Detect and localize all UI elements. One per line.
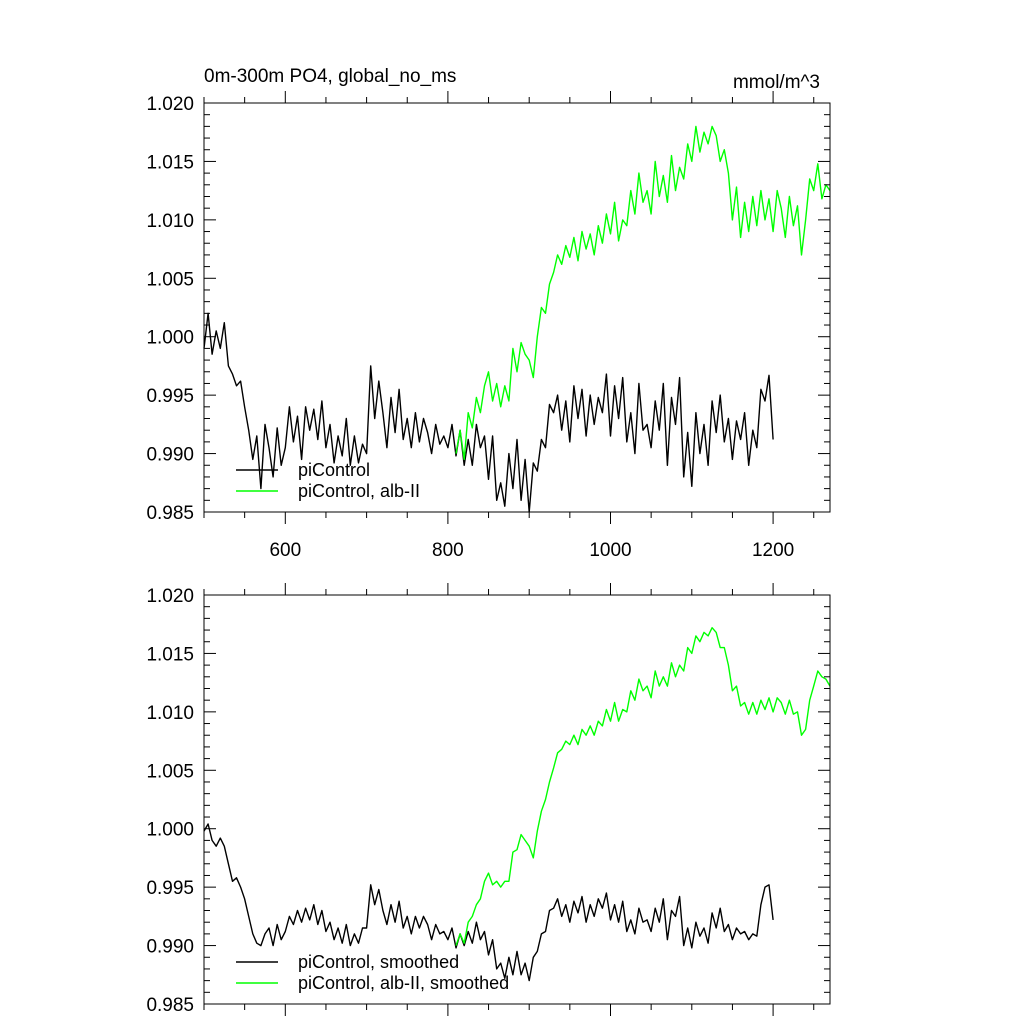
- plot-frame: [203, 102, 831, 513]
- y-tick-label: 1.000: [146, 328, 194, 349]
- y-tick-label: 1.005: [146, 269, 194, 290]
- y-tick-label: 1.010: [146, 211, 194, 232]
- plot-frame: [203, 594, 831, 1005]
- legend-label: piControl, smoothed: [298, 952, 459, 972]
- series-line-picontrol: [203, 312, 774, 513]
- chart-title: 0m-300m PO4, global_no_ms: [204, 66, 456, 87]
- top-panel: 0.985 0.990 0.995 1.000 1.005 1.010 1.015 1.020…: [146, 91, 831, 561]
- units-label: mmol/m^3: [733, 72, 820, 93]
- series-line-alb-ii: [455, 125, 831, 461]
- bottom-panel: 0.985 0.990 0.995 1.000 1.005 1.010 1.015 1.020…: [146, 583, 831, 1016]
- y-tick-label: 0.990: [146, 937, 194, 958]
- y-tick-label: 0.995: [146, 386, 194, 407]
- y-tick-label: 1.010: [146, 703, 194, 724]
- legend-label: piControl: [298, 460, 370, 480]
- y-tick-label: 1.000: [146, 820, 194, 841]
- x-tick-label: 1200: [752, 540, 794, 561]
- x-tick-label: 1000: [589, 540, 631, 561]
- y-tick-label: 0.985: [146, 995, 194, 1016]
- y-tick-label: 1.015: [146, 644, 194, 665]
- y-tick-label: 1.020: [146, 94, 194, 115]
- y-tick-label: 0.985: [146, 503, 194, 524]
- y-tick-label: 0.990: [146, 445, 194, 466]
- series-line-alb-ii: [455, 627, 831, 946]
- series-line-picontrol: [203, 823, 774, 982]
- x-tick-label: 800: [432, 540, 464, 561]
- y-tick-label: 1.015: [146, 152, 194, 173]
- legend-label: piControl, alb-II, smoothed: [298, 973, 509, 993]
- y-tick-label: 1.020: [146, 586, 194, 607]
- legend-label: piControl, alb-II: [298, 481, 420, 501]
- y-tick-label: 1.005: [146, 761, 194, 782]
- x-tick-label: 600: [269, 540, 301, 561]
- y-tick-label: 0.995: [146, 878, 194, 899]
